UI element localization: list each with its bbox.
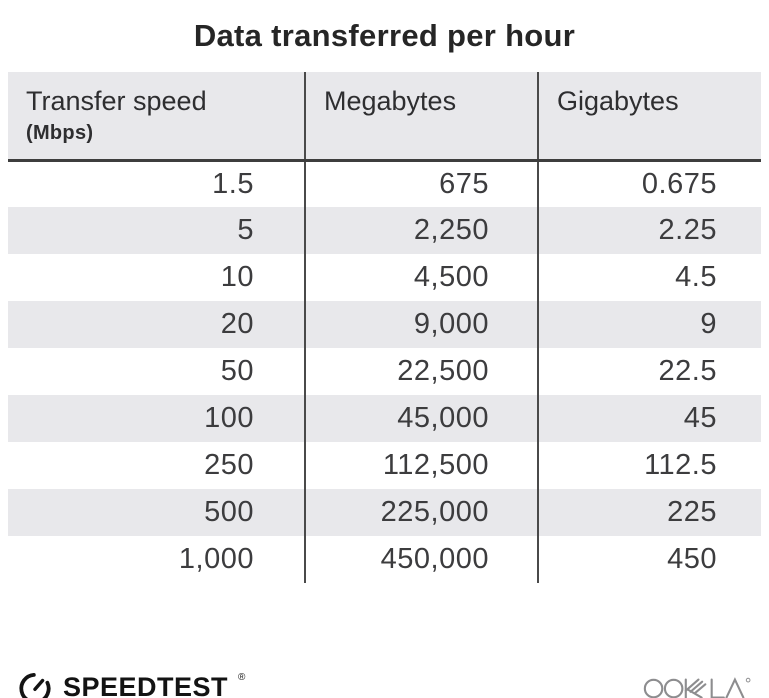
ookla-logo xyxy=(643,672,755,698)
cell-speed: 20 xyxy=(8,301,305,348)
col-header-gigabytes: Gigabytes xyxy=(537,72,761,162)
table-row: 100 45,000 45 xyxy=(8,395,761,442)
cell-gigabytes: 9 xyxy=(537,301,761,348)
cell-speed: 1.5 xyxy=(8,160,305,207)
header-row: Transfer speed (Mbps) Megabytes Gigabyte… xyxy=(8,72,761,162)
speedtest-logo: SPEEDTEST ® xyxy=(16,668,245,698)
table-row: 5 2,250 2.25 xyxy=(8,207,761,254)
cell-gigabytes: 22.5 xyxy=(537,348,761,395)
cell-megabytes: 2,250 xyxy=(304,207,538,254)
infographic-page: Data transferred per hour Transfer speed… xyxy=(0,16,769,698)
col-header-transfer-speed: Transfer speed (Mbps) xyxy=(8,72,305,162)
speedtest-trademark: ® xyxy=(238,671,246,683)
col-header-megabytes: Megabytes xyxy=(304,72,538,162)
data-table: Transfer speed (Mbps) Megabytes Gigabyte… xyxy=(8,72,761,583)
cell-gigabytes: 45 xyxy=(537,395,761,442)
cell-gigabytes: 0.675 xyxy=(537,160,761,207)
cell-speed: 250 xyxy=(8,442,305,489)
cell-megabytes: 4,500 xyxy=(304,254,538,301)
table-row: 20 9,000 9 xyxy=(8,301,761,348)
cell-megabytes: 45,000 xyxy=(304,395,538,442)
cell-speed: 500 xyxy=(8,489,305,536)
table-row: 50 22,500 22.5 xyxy=(8,348,761,395)
cell-megabytes: 112,500 xyxy=(304,442,538,489)
cell-gigabytes: 112.5 xyxy=(537,442,761,489)
cell-speed: 100 xyxy=(8,395,305,442)
cell-speed: 50 xyxy=(8,348,305,395)
cell-megabytes: 450,000 xyxy=(304,536,538,583)
table-row: 10 4,500 4.5 xyxy=(8,254,761,301)
ookla-wordmark-icon xyxy=(643,677,751,698)
cell-gigabytes: 225 xyxy=(537,489,761,536)
page-title: Data transferred per hour xyxy=(193,18,576,53)
table-row: 1.5 675 0.675 xyxy=(8,160,761,207)
col-header-transfer-speed-label: Transfer speed xyxy=(26,86,207,116)
cell-speed: 1,000 xyxy=(8,536,305,583)
col-header-unit-label: (Mbps) xyxy=(26,122,94,144)
cell-gigabytes: 450 xyxy=(537,536,761,583)
footer: SPEEDTEST ® xyxy=(16,664,755,698)
speedtest-gauge-icon xyxy=(19,672,51,698)
cell-megabytes: 22,500 xyxy=(304,348,538,395)
cell-speed: 5 xyxy=(8,207,305,254)
cell-megabytes: 675 xyxy=(304,160,538,207)
cell-speed: 10 xyxy=(8,254,305,301)
cell-gigabytes: 2.25 xyxy=(537,207,761,254)
table-row: 500 225,000 225 xyxy=(8,489,761,536)
cell-megabytes: 225,000 xyxy=(304,489,538,536)
cell-megabytes: 9,000 xyxy=(304,301,538,348)
table-row: 250 112,500 112.5 xyxy=(8,442,761,489)
table-row: 1,000 450,000 450 xyxy=(8,536,761,583)
cell-gigabytes: 4.5 xyxy=(537,254,761,301)
speedtest-wordmark: SPEEDTEST xyxy=(63,671,229,698)
